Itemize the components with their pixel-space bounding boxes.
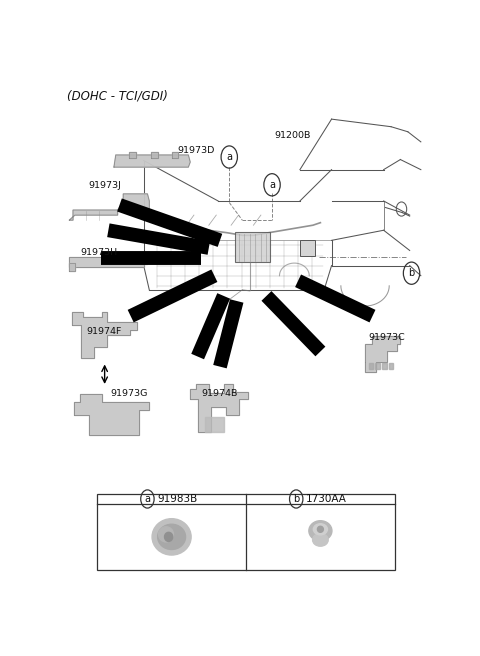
Polygon shape bbox=[69, 262, 75, 271]
Text: 91200B: 91200B bbox=[274, 131, 310, 140]
Text: a: a bbox=[269, 180, 275, 190]
Polygon shape bbox=[389, 363, 393, 369]
Polygon shape bbox=[369, 363, 373, 369]
Text: 91974B: 91974B bbox=[202, 389, 238, 398]
Polygon shape bbox=[190, 384, 248, 432]
Polygon shape bbox=[69, 256, 144, 266]
Text: 1730AA: 1730AA bbox=[306, 494, 347, 504]
Ellipse shape bbox=[309, 521, 332, 541]
Polygon shape bbox=[142, 254, 147, 264]
Ellipse shape bbox=[157, 524, 186, 550]
Ellipse shape bbox=[312, 533, 328, 546]
Text: 91974F: 91974F bbox=[86, 327, 121, 337]
Polygon shape bbox=[382, 363, 386, 369]
Text: b: b bbox=[293, 494, 300, 504]
Text: 91973H: 91973H bbox=[81, 248, 118, 257]
Polygon shape bbox=[69, 194, 149, 220]
Polygon shape bbox=[114, 155, 190, 167]
Bar bbox=[97, 494, 395, 569]
Polygon shape bbox=[74, 394, 148, 435]
Text: (DOHC - TCI/GDI): (DOHC - TCI/GDI) bbox=[67, 90, 168, 103]
Text: 91973G: 91973G bbox=[110, 389, 147, 398]
Text: b: b bbox=[408, 268, 415, 278]
Polygon shape bbox=[72, 312, 137, 358]
Polygon shape bbox=[151, 152, 158, 158]
Ellipse shape bbox=[165, 532, 173, 541]
Text: 91973D: 91973D bbox=[177, 146, 215, 155]
Ellipse shape bbox=[317, 526, 324, 532]
Ellipse shape bbox=[313, 523, 327, 535]
Text: 91973J: 91973J bbox=[88, 181, 121, 190]
Polygon shape bbox=[365, 337, 400, 372]
Ellipse shape bbox=[152, 519, 191, 555]
Polygon shape bbox=[172, 152, 178, 158]
Text: a: a bbox=[144, 494, 150, 504]
Bar bbox=[235, 232, 270, 262]
Ellipse shape bbox=[158, 527, 173, 542]
Bar bbox=[300, 240, 315, 255]
Text: 91973C: 91973C bbox=[369, 333, 406, 342]
Polygon shape bbox=[375, 363, 380, 369]
Polygon shape bbox=[129, 152, 135, 158]
Polygon shape bbox=[205, 417, 224, 432]
Text: a: a bbox=[226, 152, 232, 162]
Text: 91983B: 91983B bbox=[157, 494, 197, 504]
